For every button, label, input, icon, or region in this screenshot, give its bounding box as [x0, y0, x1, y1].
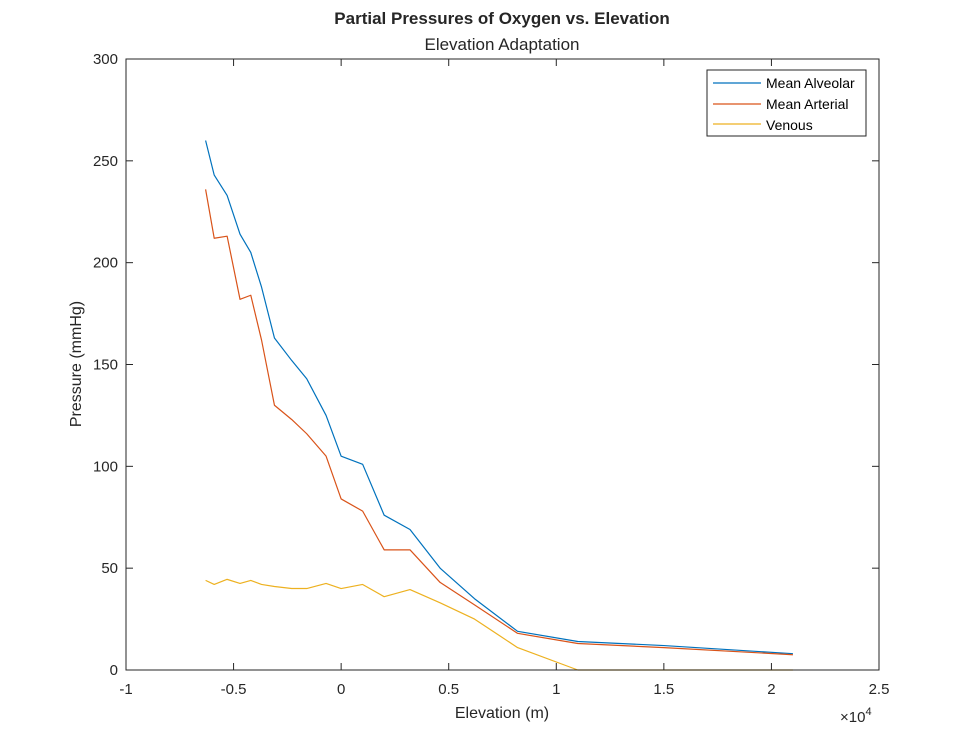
- y-tick-label: 250: [93, 153, 118, 170]
- series-line-mean-alveolar: [205, 140, 793, 655]
- legend-label-venous: Venous: [766, 117, 813, 133]
- y-tick-label: 0: [110, 662, 118, 679]
- legend-label-mean-alveolar: Mean Alveolar: [766, 75, 855, 91]
- x-axis-exponent-power: 4: [865, 706, 871, 718]
- axes-layer: -1 -0.5 0 0.5 1 1.5 2 2.5 0 50 100 150 200 250 300: [93, 51, 889, 698]
- x-tick-label: 2.5: [869, 681, 890, 698]
- plot-area: [126, 59, 879, 670]
- x-tick-label: -1: [119, 681, 132, 698]
- legend-label-mean-arterial: Mean Arterial: [766, 96, 848, 112]
- series-line-mean-arterial: [205, 189, 793, 656]
- legend-box: [706, 69, 867, 137]
- y-tick-label: 50: [101, 560, 118, 577]
- x-axis-exponent: ×104: [840, 706, 872, 726]
- y-tick-label: 300: [93, 51, 118, 68]
- x-tick-label: 1: [552, 681, 560, 698]
- series-layer: [205, 140, 793, 671]
- x-axis-exponent-base: ×10: [840, 709, 865, 726]
- chart-subtitle: Elevation Adaptation: [424, 35, 579, 54]
- y-tick-label: 150: [93, 357, 118, 374]
- chart-title: Partial Pressures of Oxygen vs. Elevatio…: [334, 9, 669, 28]
- x-tick-label: -0.5: [221, 681, 247, 698]
- x-axis-label: Elevation (m): [455, 705, 549, 722]
- x-tick-label: 0.5: [438, 681, 459, 698]
- legend: Mean Alveolar Mean Arterial Venous: [706, 69, 867, 137]
- x-tick-label: 1.5: [653, 681, 674, 698]
- x-tick-label: 2: [767, 681, 775, 698]
- x-tick-label: 0: [337, 681, 345, 698]
- y-tick-label: 100: [93, 458, 118, 475]
- series-line-venous: [205, 578, 793, 671]
- y-tick-label: 200: [93, 255, 118, 272]
- y-axis-label: Pressure (mmHg): [68, 301, 85, 427]
